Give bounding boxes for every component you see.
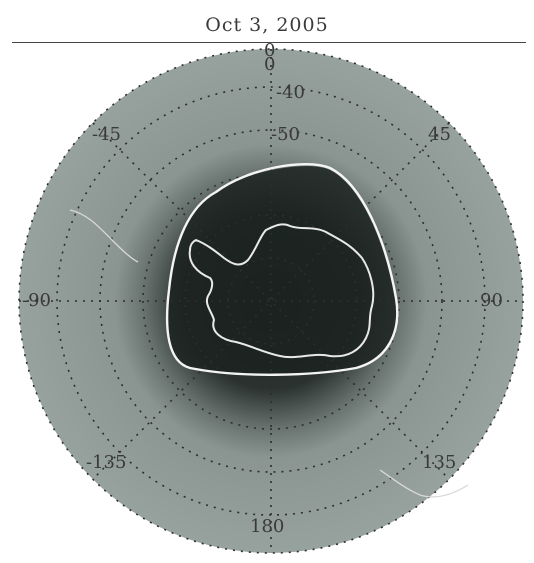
ozone-hole-contour	[165, 162, 399, 376]
latitude-circle	[227, 257, 315, 345]
map-title: Oct 3, 2005	[205, 14, 329, 36]
lon-label-bottom: 180	[250, 516, 284, 537]
lat-label-40: -40	[276, 82, 305, 103]
title-rule	[12, 42, 526, 43]
lon-label-top: 0	[264, 54, 275, 75]
ozone-hole-region	[168, 166, 397, 375]
south-america-coastline	[69, 209, 139, 263]
lon-label-left: -90	[22, 290, 51, 311]
africa-coastline	[379, 469, 469, 498]
lon-label-bottom-right: 135	[422, 452, 456, 473]
lat-label-0: 0	[264, 40, 275, 61]
globe-outline	[18, 48, 524, 554]
latitude-circle	[142, 172, 400, 430]
lon-label-top-left: -45	[92, 124, 121, 145]
antarctica-coastline	[188, 223, 375, 359]
lon-label-right: 90	[480, 290, 503, 311]
lon-label-top-right: 45	[428, 124, 451, 145]
lat-label-50: -50	[271, 124, 300, 145]
lon-label-bottom-left: -135	[86, 452, 126, 473]
